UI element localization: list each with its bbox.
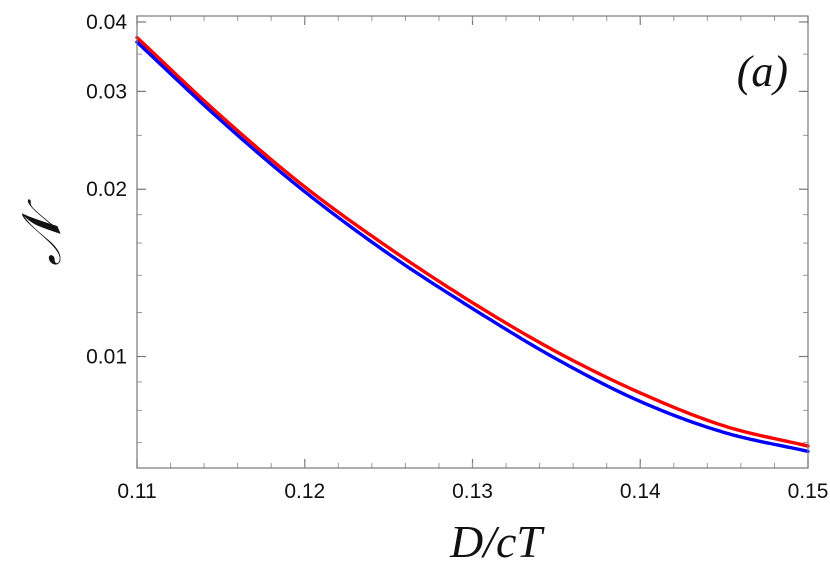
y-tick-label: 0.02 (86, 178, 127, 201)
x-tick-label: 0.12 (284, 480, 325, 503)
y-tick-label: 0.04 (86, 11, 127, 34)
panel-label: (a) (737, 47, 788, 96)
x-tick-label: 0.14 (620, 480, 661, 503)
y-tick-label: 0.03 (86, 80, 127, 103)
x-axis-label: D/cT (449, 516, 545, 567)
ticks-layer: 0.11 0.12 0.13 0.14 0.15 0.01 0.02 0.03 0.04 (86, 11, 828, 503)
plot-frame (136, 15, 809, 469)
series-line-1 (135, 40, 810, 454)
series-line-0 (135, 35, 810, 448)
x-tick-label: 0.15 (788, 480, 829, 503)
y-tick-label: 0.01 (86, 346, 127, 369)
series-layer (135, 35, 810, 454)
x-tick-label: 0.13 (452, 480, 493, 503)
x-tick-label: 0.11 (117, 480, 156, 503)
